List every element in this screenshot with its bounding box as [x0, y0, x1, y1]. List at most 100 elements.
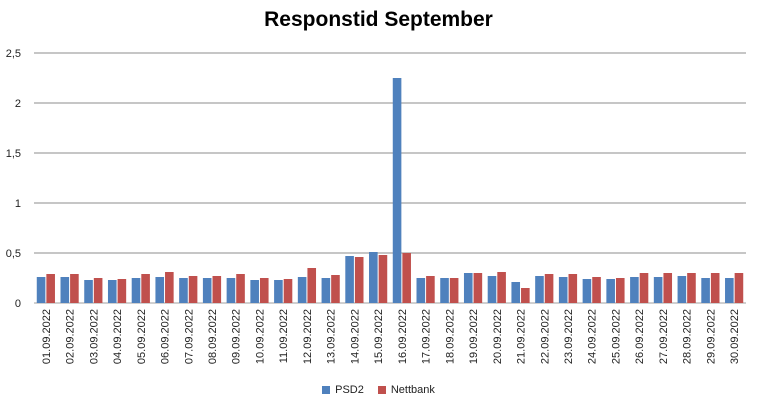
legend-swatch-nettbank: [377, 386, 386, 394]
bar-nettbank-10: [259, 278, 269, 303]
x-tick-label: 27.09.2022: [658, 309, 670, 364]
bar-nettbank-29: [710, 273, 720, 303]
bar-psd2-8: [202, 278, 212, 303]
x-tick-label: 21.09.2022: [516, 309, 528, 364]
bar-nettbank-5: [141, 274, 150, 303]
bar-psd2-5: [131, 278, 141, 303]
bar-nettbank-23: [568, 274, 578, 303]
x-tick-label: 18.09.2022: [444, 309, 456, 364]
y-tick-label: 2: [15, 98, 21, 110]
legend: PSD2 Nettbank: [0, 384, 757, 396]
bar-nettbank-9: [236, 274, 245, 303]
bar-psd2-28: [677, 276, 687, 303]
bar-nettbank-17: [426, 276, 435, 303]
y-tick-label: 1: [15, 198, 21, 210]
x-tick-label: 16.09.2022: [397, 309, 409, 364]
x-tick-label: 23.09.2022: [563, 309, 575, 364]
bar-psd2-16: [392, 78, 402, 303]
x-tick-label: 12.09.2022: [302, 309, 314, 364]
bar-psd2-27: [653, 277, 663, 303]
bar-nettbank-21: [521, 288, 530, 303]
bar-psd2-24: [582, 279, 592, 303]
bar-psd2-25: [606, 279, 615, 303]
bar-psd2-14: [345, 256, 354, 303]
y-tick-label: 1,5: [6, 148, 21, 160]
x-tick-label: 19.09.2022: [468, 309, 480, 364]
x-tick-label: 22.09.2022: [539, 309, 551, 364]
x-tick-label: 10.09.2022: [254, 309, 266, 364]
bar-nettbank-20: [497, 272, 506, 303]
bar-psd2-1: [36, 277, 46, 303]
bar-psd2-30: [725, 278, 734, 303]
x-tick-label: 15.09.2022: [373, 309, 385, 364]
x-tick-label: 17.09.2022: [421, 309, 433, 364]
bar-nettbank-15: [378, 255, 388, 303]
bar-nettbank-2: [70, 274, 79, 303]
bar-nettbank-8: [212, 276, 222, 303]
bar-psd2-4: [107, 280, 117, 303]
x-tick-label: 07.09.2022: [183, 309, 195, 364]
x-tick-label: 29.09.2022: [705, 309, 717, 364]
bar-psd2-9: [226, 278, 236, 303]
bar-psd2-7: [179, 278, 188, 303]
bar-psd2-15: [369, 252, 378, 303]
bar-psd2-12: [297, 277, 307, 303]
bar-psd2-23: [558, 277, 568, 303]
bar-psd2-6: [155, 277, 165, 303]
bar-psd2-22: [535, 276, 544, 303]
bar-nettbank-7: [188, 276, 198, 303]
bar-psd2-20: [487, 276, 497, 303]
bar-nettbank-24: [592, 277, 601, 303]
bar-nettbank-16: [402, 253, 411, 303]
bar-nettbank-14: [354, 257, 364, 303]
bar-nettbank-3: [93, 278, 103, 303]
y-tick-label: 0: [15, 298, 21, 310]
bar-psd2-21: [511, 282, 521, 303]
legend-swatch-psd2: [322, 386, 331, 394]
bar-nettbank-19: [473, 273, 483, 303]
legend-label-psd2: PSD2: [335, 384, 364, 396]
chart-title: Responstid September: [264, 8, 493, 31]
bar-nettbank-27: [663, 273, 673, 303]
x-tick-label: 06.09.2022: [160, 309, 172, 364]
bar-nettbank-30: [734, 273, 744, 303]
bar-nettbank-22: [544, 274, 554, 303]
bar-psd2-26: [630, 277, 639, 303]
bar-psd2-29: [701, 278, 710, 303]
x-tick-label: 14.09.2022: [349, 309, 361, 364]
bar-nettbank-28: [687, 273, 696, 303]
bar-psd2-2: [60, 277, 70, 303]
x-tick-label: 03.09.2022: [88, 309, 100, 364]
x-tick-label: 28.09.2022: [682, 309, 694, 364]
y-tick-label: 0,5: [6, 248, 21, 260]
x-tick-label: 05.09.2022: [136, 309, 148, 364]
bar-nettbank-26: [639, 273, 649, 303]
bar-psd2-10: [250, 280, 259, 303]
bar-nettbank-25: [615, 278, 625, 303]
bar-psd2-11: [274, 280, 283, 303]
x-tick-label: 13.09.2022: [326, 309, 338, 364]
legend-item-psd2: PSD2: [322, 384, 364, 396]
x-tick-label: 04.09.2022: [112, 309, 124, 364]
bar-nettbank-11: [283, 279, 293, 303]
legend-label-nettbank: Nettbank: [390, 384, 435, 396]
x-tick-label: 26.09.2022: [634, 309, 646, 364]
bar-psd2-18: [440, 278, 449, 303]
x-tick-label: 01.09.2022: [41, 309, 53, 364]
bar-nettbank-4: [117, 279, 127, 303]
x-tick-label: 09.09.2022: [231, 309, 243, 364]
bar-nettbank-18: [449, 278, 459, 303]
bar-nettbank-13: [331, 275, 340, 303]
x-tick-label: 20.09.2022: [492, 309, 504, 364]
bar-psd2-13: [321, 278, 331, 303]
x-tick-label: 02.09.2022: [65, 309, 77, 364]
bar-nettbank-6: [165, 272, 174, 303]
x-tick-label: 08.09.2022: [207, 309, 219, 364]
bar-psd2-19: [463, 273, 473, 303]
x-tick-label: 30.09.2022: [729, 309, 741, 364]
y-tick-label: 2,5: [6, 48, 21, 60]
bar-nettbank-1: [46, 274, 55, 303]
x-tick-label: 25.09.2022: [610, 309, 622, 364]
legend-item-nettbank: Nettbank: [377, 384, 435, 396]
